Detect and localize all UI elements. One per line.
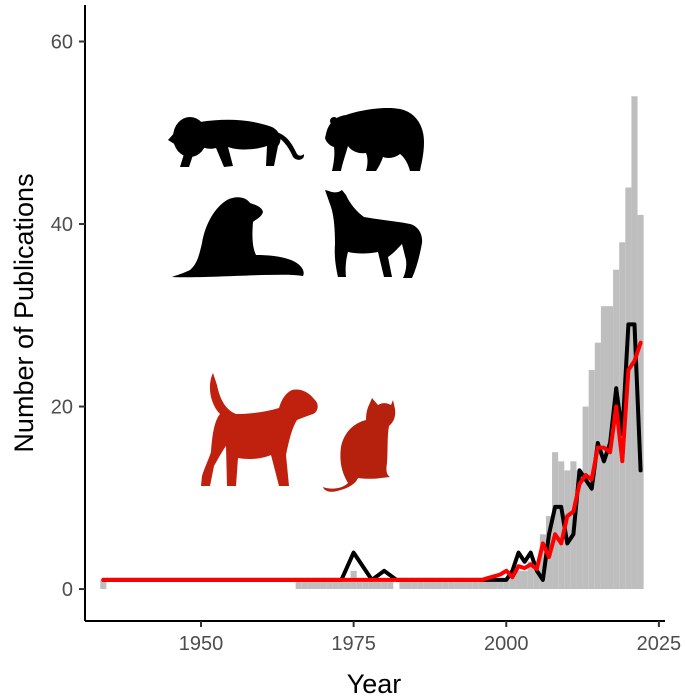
bar (478, 579, 485, 590)
bar (564, 470, 571, 590)
tick-marks: 1950 1975 2000 2025 0 20 40 60 (51, 32, 681, 655)
bar (521, 570, 528, 590)
bar (472, 579, 479, 590)
y-axis-title: Number of Publications (9, 173, 39, 452)
x-tick-label: 2000 (484, 633, 529, 655)
bar (552, 452, 559, 590)
bar (301, 579, 308, 590)
bar (356, 579, 363, 590)
bar (466, 579, 473, 590)
bar (527, 561, 534, 590)
bar (533, 561, 540, 590)
bar (320, 579, 327, 590)
lion-icon (168, 117, 305, 167)
bar (484, 579, 491, 590)
bar (613, 269, 620, 590)
bar (332, 579, 339, 590)
bar (460, 579, 467, 590)
axes (84, 5, 665, 622)
cat-icon (323, 398, 396, 492)
bar (503, 579, 510, 590)
bar (436, 579, 443, 590)
x-tick-label: 2025 (637, 633, 682, 655)
bar (423, 579, 430, 590)
bar (387, 579, 394, 590)
wolf-icon (325, 190, 423, 278)
bar (429, 579, 437, 590)
bar (362, 579, 369, 590)
bar (405, 579, 412, 590)
bar (381, 579, 388, 590)
sea-lion-icon (172, 197, 304, 278)
bar (307, 579, 314, 590)
y-tick-label: 0 (62, 579, 73, 601)
y-tick-label: 60 (51, 32, 73, 54)
bar (576, 470, 583, 590)
bar (454, 579, 461, 590)
bar (448, 579, 455, 590)
bar (582, 406, 589, 590)
bar (558, 461, 565, 590)
bar (326, 579, 333, 590)
dog-icon (201, 373, 318, 486)
bar (442, 579, 449, 590)
x-tick-label: 1950 (179, 633, 224, 655)
bar (399, 579, 406, 590)
bar (338, 579, 345, 590)
y-tick-label: 40 (51, 214, 73, 236)
bar (637, 214, 644, 590)
x-axis-title: Year (347, 669, 402, 699)
bar (295, 579, 302, 590)
y-tick-label: 20 (51, 397, 73, 419)
bar (344, 579, 351, 590)
bar (594, 342, 601, 590)
bar (509, 570, 516, 590)
silhouette-icons (168, 107, 424, 492)
bar (497, 579, 504, 590)
bar (375, 579, 382, 590)
bar (515, 570, 522, 590)
bar (411, 579, 418, 590)
bar (417, 579, 424, 590)
bar (491, 579, 498, 590)
bar (100, 579, 107, 590)
bar (539, 534, 546, 590)
lines-layer (101, 322, 643, 582)
red-line-series (101, 340, 643, 582)
bar (313, 579, 321, 590)
x-tick-label: 1975 (331, 633, 376, 655)
bear-icon (325, 107, 424, 171)
bar (368, 579, 375, 590)
